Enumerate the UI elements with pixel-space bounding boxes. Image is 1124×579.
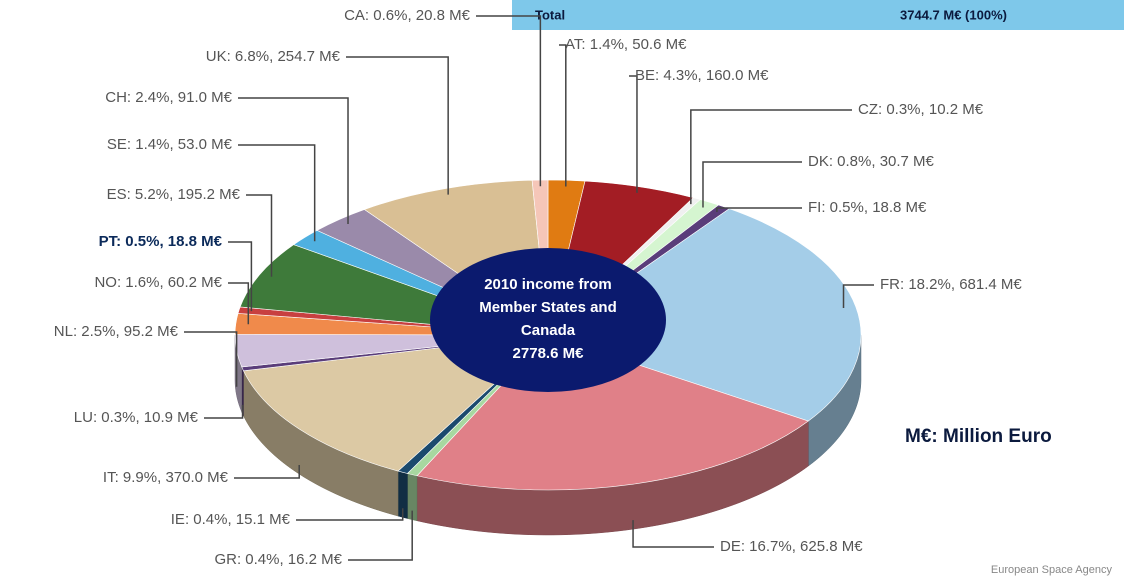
- slice-label: NO: 1.6%, 60.2 M€: [94, 274, 222, 291]
- slice-label: DE: 16.7%, 625.8 M€: [720, 538, 863, 555]
- center-label: Canada: [521, 322, 576, 339]
- header-value: 3744.7 M€ (100%): [900, 7, 1007, 22]
- slice-label: CA: 0.6%, 20.8 M€: [344, 7, 471, 24]
- slice-label: DK: 0.8%, 30.7 M€: [808, 153, 935, 170]
- slice-label: NL: 2.5%, 95.2 M€: [54, 323, 179, 340]
- slice-label: CZ: 0.3%, 10.2 M€: [858, 101, 984, 118]
- labels: AT: 1.4%, 50.6 M€ BE: 4.3%, 160.0 M€ CZ: 0…: [54, 7, 1023, 568]
- leader-line: [296, 508, 404, 521]
- center-label: 2778.6 M€: [513, 345, 585, 362]
- leader-line: [690, 109, 852, 205]
- leader-line: [246, 194, 273, 277]
- leader-line: [238, 97, 349, 224]
- header-bar: [512, 0, 1124, 30]
- leader-line: [184, 331, 238, 387]
- header-label: Total: [535, 7, 565, 22]
- slice-label: CH: 2.4%, 91.0 M€: [105, 89, 232, 106]
- slice-label: AT: 1.4%, 50.6 M€: [565, 36, 687, 53]
- leader-lines: [184, 15, 874, 561]
- slice-label: UK: 6.8%, 254.7 M€: [206, 48, 341, 65]
- slice-label: PT: 0.5%, 18.8 M€: [99, 233, 223, 250]
- slice-label: FI: 0.5%, 18.8 M€: [808, 199, 927, 216]
- leader-line: [476, 15, 542, 187]
- slice-label: SE: 1.4%, 53.0 M€: [107, 136, 233, 153]
- slice-label: GR: 0.4%, 16.2 M€: [214, 551, 342, 568]
- leader-line: [632, 520, 714, 548]
- leader-line: [629, 75, 638, 193]
- center-label: Member States and: [479, 299, 617, 316]
- center-badge: [430, 248, 666, 392]
- center: 2010 income from Member States and Canada 2…: [430, 248, 666, 392]
- leader-line: [238, 144, 316, 242]
- slice-label: IT: 9.9%, 370.0 M€: [103, 469, 229, 486]
- leader-line: [228, 282, 250, 325]
- center-label: 2010 income from: [484, 276, 612, 293]
- leader-line: [234, 465, 300, 479]
- leader-line: [842, 284, 874, 309]
- slice-label: IE: 0.4%, 15.1 M€: [171, 511, 291, 528]
- leader-line: [204, 404, 244, 419]
- leader-line: [702, 161, 802, 208]
- slice-label: BE: 4.3%, 160.0 M€: [635, 67, 769, 84]
- slice-label: LU: 0.3%, 10.9 M€: [74, 409, 199, 426]
- leader-line: [348, 510, 413, 561]
- leader-line: [559, 44, 567, 187]
- slice: [547, 208, 862, 422]
- source: European Space Agency: [991, 564, 1113, 576]
- slice-label: FR: 18.2%, 681.4 M€: [880, 276, 1022, 293]
- leader-line: [346, 56, 449, 195]
- note: M€: Million Euro: [905, 426, 1052, 447]
- leader-line: [716, 207, 802, 212]
- slice-label: ES: 5.2%, 195.2 M€: [107, 186, 241, 203]
- leader-line: [228, 241, 253, 312]
